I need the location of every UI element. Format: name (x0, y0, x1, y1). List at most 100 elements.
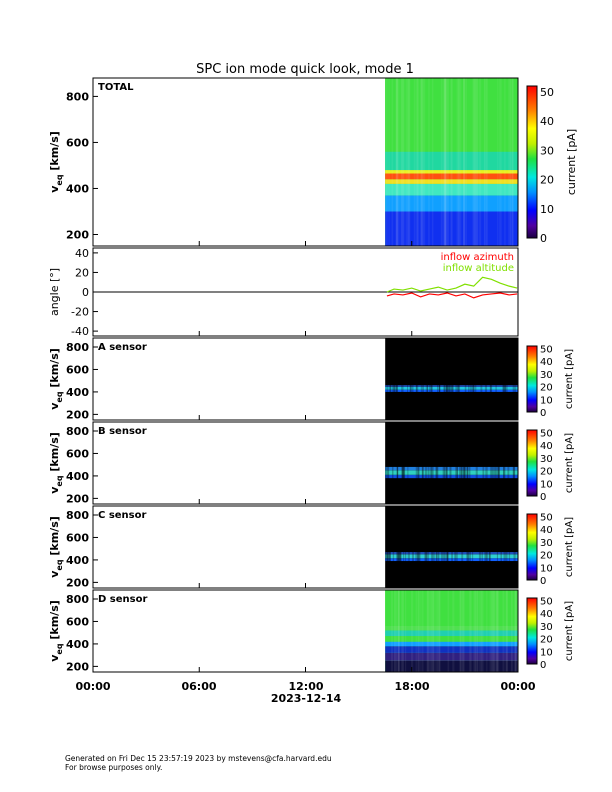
time-streak (394, 590, 396, 672)
time-streak (508, 78, 511, 246)
time-streak (416, 78, 420, 246)
colorbar-tick-label: 30 (540, 538, 553, 549)
time-streak (395, 338, 398, 420)
velocity-band (385, 389, 518, 392)
time-streak (395, 78, 398, 246)
colorbar-tick-label: 0 (540, 492, 546, 503)
time-streak (466, 506, 469, 588)
time-streak (416, 338, 419, 420)
time-streak (476, 590, 479, 672)
velocity-band (385, 385, 518, 387)
time-streak (496, 422, 500, 504)
time-streak (427, 590, 429, 672)
time-streak (486, 506, 489, 588)
time-streak (420, 338, 423, 420)
time-streak (436, 590, 439, 672)
velocity-band (385, 636, 518, 642)
time-streak (469, 506, 471, 588)
time-streak (492, 590, 495, 672)
time-streak (488, 506, 491, 588)
panel-total: 200 400 600 800 TOTAL veq [km/s] 0 10 20 30 40 50 cu… (48, 77, 578, 247)
velocity-band (385, 625, 518, 631)
time-tick-label: 00:00 (75, 680, 110, 693)
velocity-band (385, 151, 518, 171)
time-streak (484, 78, 487, 246)
time-streak (407, 338, 409, 420)
time-streak (389, 338, 392, 420)
time-streak (469, 590, 472, 672)
time-streak (393, 338, 396, 420)
time-streak (484, 338, 488, 420)
time-streak (421, 422, 424, 504)
velocity-band (385, 630, 518, 637)
time-streak (400, 506, 402, 588)
time-streak (389, 506, 391, 588)
time-streak (401, 590, 404, 672)
time-streak (490, 338, 492, 420)
time-streak (432, 590, 435, 672)
time-streak (403, 78, 405, 246)
time-streak (475, 338, 477, 420)
velocity-band (385, 173, 518, 180)
time-streak (444, 78, 446, 246)
time-streak (401, 338, 404, 420)
time-streak (431, 590, 434, 672)
time-streak (397, 506, 399, 588)
time-streak (454, 506, 456, 588)
time-streak (396, 338, 398, 420)
y-tick-label: 600 (66, 136, 89, 149)
time-streak (426, 590, 429, 672)
time-streak (492, 590, 495, 672)
time-streak (469, 590, 471, 672)
velocity-band (385, 179, 518, 184)
time-streak (440, 78, 443, 246)
time-streak (392, 338, 394, 420)
time-streak (448, 338, 451, 420)
time-streak (478, 506, 481, 588)
time-streak (459, 78, 462, 246)
time-streak (438, 338, 441, 420)
time-streak (513, 506, 516, 588)
time-streak (421, 422, 424, 504)
time-streak (503, 338, 506, 420)
time-streak (499, 78, 502, 246)
colorbar-tick-label: 20 (540, 551, 553, 562)
time-streak (444, 506, 446, 588)
time-streak (415, 506, 418, 588)
y-tick-label: 800 (66, 509, 89, 522)
time-streak (446, 506, 449, 588)
time-streak (457, 78, 460, 246)
time-streak (485, 422, 488, 504)
time-streak (397, 506, 400, 588)
time-streak (386, 338, 389, 420)
panel-label: A sensor (98, 342, 147, 353)
time-streak (450, 422, 452, 504)
time-streak (424, 422, 428, 504)
time-streak (443, 338, 445, 420)
time-streak (402, 422, 405, 504)
time-streak (514, 590, 518, 672)
time-streak (465, 78, 467, 246)
time-streak (461, 506, 464, 588)
time-streak (496, 506, 499, 588)
time-streak (400, 78, 402, 246)
colorbar (526, 345, 538, 413)
time-streak (386, 422, 389, 504)
time-streak (498, 422, 500, 504)
colorbar (526, 429, 538, 497)
y-axis-label: veq [km/s] (48, 516, 64, 578)
time-streak (427, 422, 430, 504)
colorbar-tick-label: 0 (540, 660, 546, 671)
time-streak (446, 506, 449, 588)
time-streak (452, 590, 455, 672)
time-streak (387, 422, 390, 504)
time-streak (407, 78, 411, 246)
time-streak (445, 338, 448, 420)
time-streak (491, 590, 493, 672)
time-streak (502, 338, 505, 420)
y-tick-label: 800 (66, 593, 89, 606)
time-streak (512, 338, 515, 420)
data-region (385, 422, 518, 504)
